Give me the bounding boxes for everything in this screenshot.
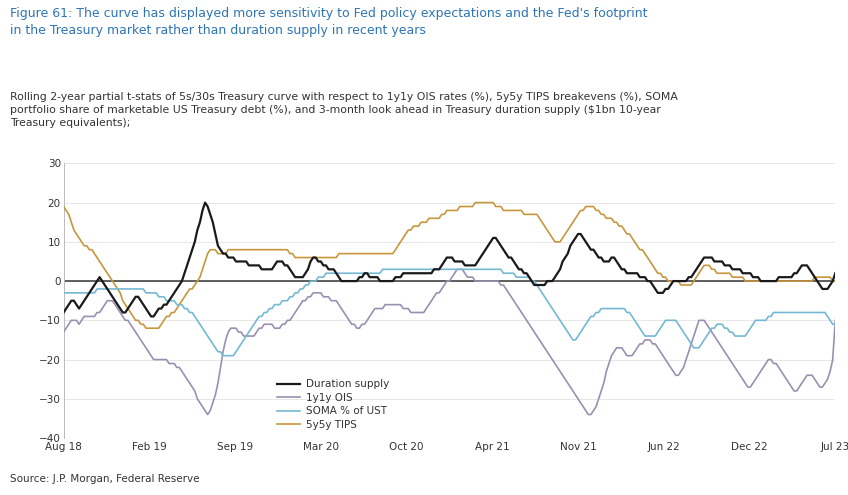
Legend: Duration supply, 1y1y OIS, SOMA % of UST, 5y5y TIPS: Duration supply, 1y1y OIS, SOMA % of UST… [277,379,389,430]
Text: Rolling 2-year partial t-stats of 5s/30s Treasury curve with respect to 1y1y OIS: Rolling 2-year partial t-stats of 5s/30s… [10,92,678,128]
Text: Source: J.P. Morgan, Federal Reserve: Source: J.P. Morgan, Federal Reserve [10,474,199,484]
Text: Figure 61: The curve has displayed more sensitivity to Fed policy expectations a: Figure 61: The curve has displayed more … [10,7,648,38]
